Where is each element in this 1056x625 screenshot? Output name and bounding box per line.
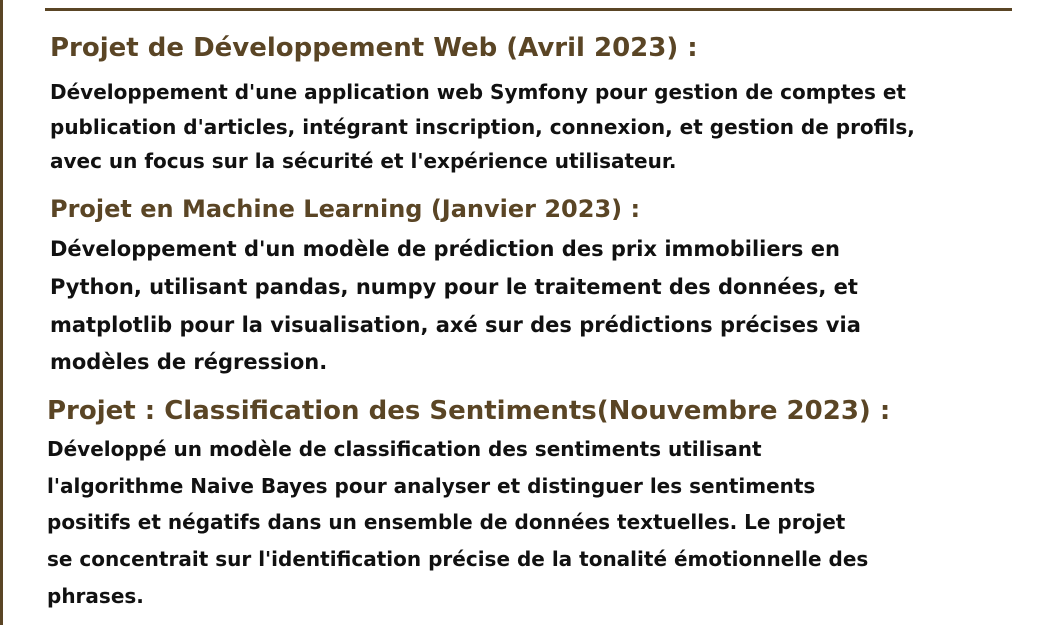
project-description-line: Développé un modèle de classification de…: [47, 437, 762, 461]
project-description-line: l'algorithme Naive Bayes pour analyser e…: [47, 474, 816, 498]
top-divider-rule: [45, 8, 1012, 11]
project-description-line: phrases.: [47, 584, 144, 608]
project-description-line: avec un focus sur la sécurité et l'expér…: [50, 149, 677, 173]
project-description-line: positifs et négatifs dans un ensemble de…: [47, 510, 846, 534]
project-description-line: Python, utilisant pandas, numpy pour le …: [50, 275, 858, 299]
project-description-line: matplotlib pour la visualisation, axé su…: [50, 313, 861, 337]
project-description-line: Développement d'un modèle de prédiction …: [50, 237, 840, 261]
project-title: Projet : Classification des Sentiments(N…: [47, 396, 891, 426]
project-description-line: modèles de régression.: [50, 350, 328, 374]
project-description-line: se concentrait sur l'identification préc…: [47, 547, 869, 571]
project-title: Projet de Développement Web (Avril 2023)…: [50, 33, 698, 63]
left-border-rule: [0, 0, 3, 625]
project-description-line: Développement d'une application web Symf…: [50, 80, 906, 104]
project-title: Projet en Machine Learning (Janvier 2023…: [50, 195, 641, 223]
project-description-line: publication d'articles, intégrant inscri…: [50, 115, 915, 139]
